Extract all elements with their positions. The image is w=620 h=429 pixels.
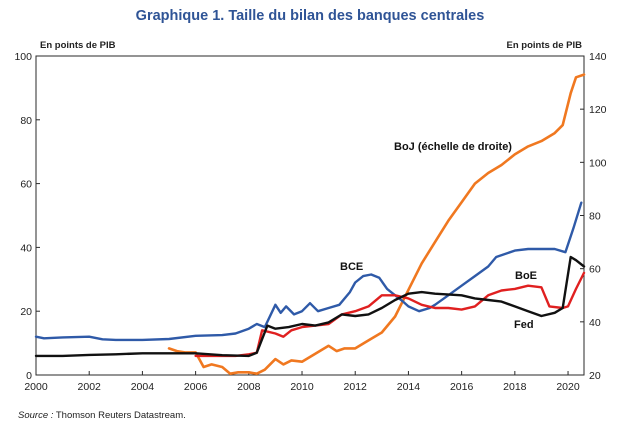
x-tick-label: 2002 xyxy=(78,381,102,393)
x-tick-label: 2008 xyxy=(237,381,261,393)
x-tick-label: 2018 xyxy=(503,381,527,393)
right-axis-unit: En points de PIB xyxy=(507,40,583,51)
y-right-tick-label: 120 xyxy=(589,104,607,116)
x-tick-label: 2010 xyxy=(290,381,314,393)
y-left-tick-label: 0 xyxy=(26,370,32,382)
x-tick-label: 2012 xyxy=(344,381,368,393)
series-label-boj: BoJ (échelle de droite) xyxy=(394,141,512,153)
x-tick-label: 2020 xyxy=(556,381,580,393)
y-right-tick-label: 40 xyxy=(589,317,601,329)
x-tick-label: 2014 xyxy=(397,381,421,393)
y-right-tick-label: 100 xyxy=(589,157,607,169)
series-line-boe xyxy=(194,271,586,358)
x-tick-label: 2000 xyxy=(24,381,48,393)
chart-title: Graphique 1. Taille du bilan des banques… xyxy=(136,8,485,24)
y-left-tick-label: 60 xyxy=(20,179,32,191)
source-text: Thomson Reuters Datastream. xyxy=(56,410,186,421)
series-line-fed xyxy=(34,255,586,358)
y-right-tick-label: 20 xyxy=(589,370,601,382)
series-layer xyxy=(34,73,586,376)
x-tick-label: 2004 xyxy=(131,381,155,393)
y-left-tick-label: 40 xyxy=(20,242,32,254)
x-tick-label: 2006 xyxy=(184,381,208,393)
axes-layer: 2000 2002 2004 2006 2008 2010 2012 2014 2016 2018… xyxy=(14,51,606,393)
y-left-tick-label: 100 xyxy=(14,51,32,63)
x-tick-label: 2016 xyxy=(450,381,474,393)
series-label-boe: BoE xyxy=(515,270,537,282)
y-right-tick-label: 80 xyxy=(589,211,601,223)
series-label-fed: Fed xyxy=(514,319,534,331)
y-right-tick-label: 60 xyxy=(589,264,601,276)
source-note: Source : Thomson Reuters Datastream. xyxy=(18,410,186,421)
left-axis-unit: En points de PIB xyxy=(40,40,116,51)
series-line-boj xyxy=(167,73,586,376)
y-right-tick-label: 140 xyxy=(589,51,607,63)
series-label-bce: BCE xyxy=(340,261,363,273)
y-left-tick-label: 20 xyxy=(20,306,32,318)
y-left-tick-label: 80 xyxy=(20,115,32,127)
source-label: Source : xyxy=(18,410,54,421)
series-line-bce xyxy=(34,201,583,342)
